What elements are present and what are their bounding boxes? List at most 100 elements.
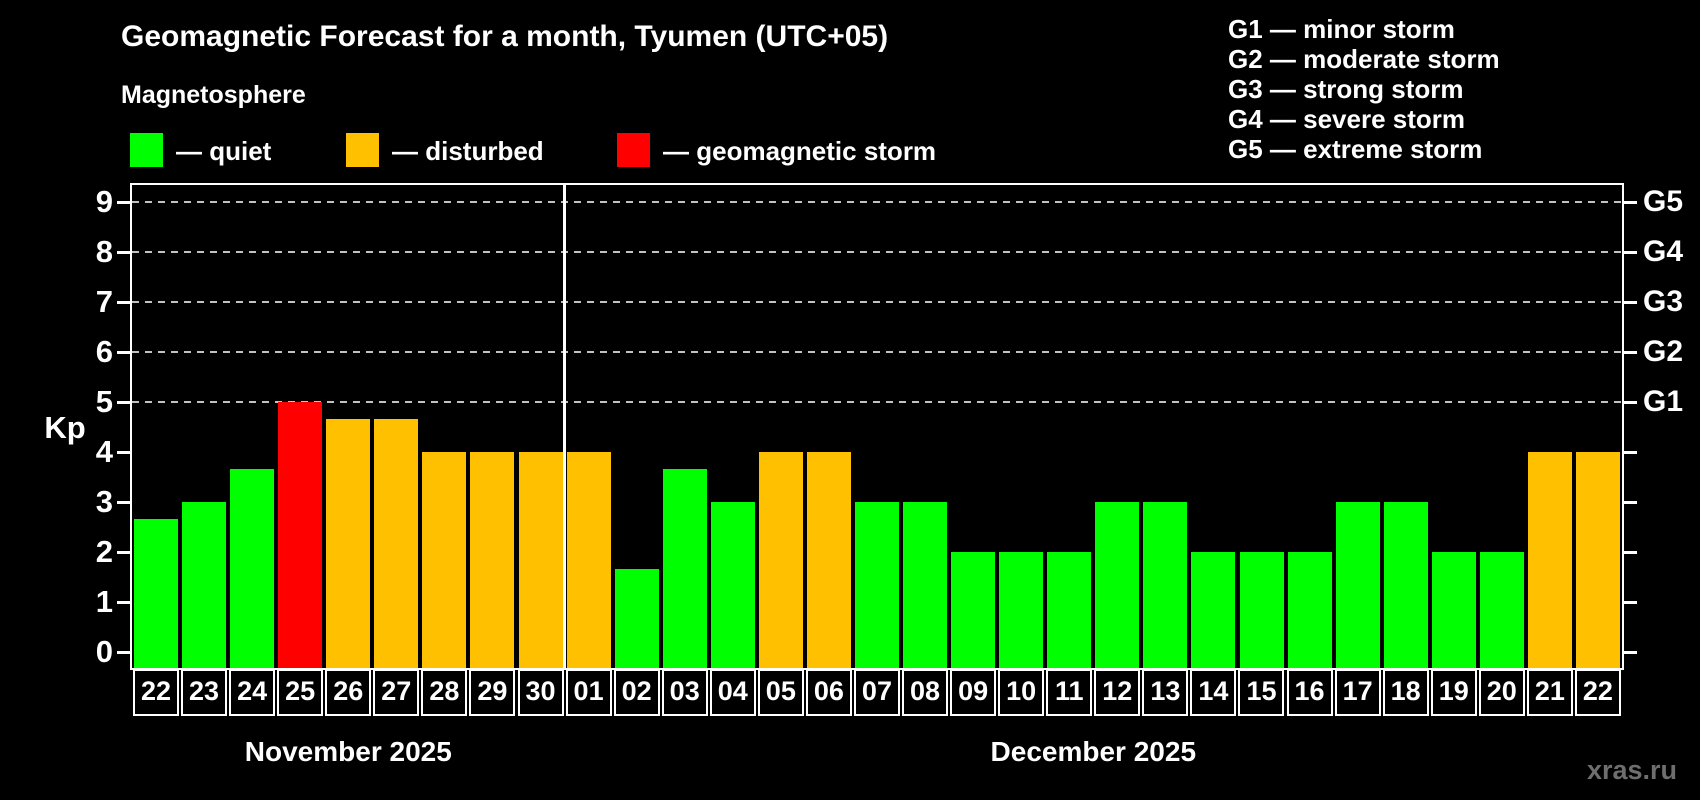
kp-bar-02 <box>614 568 659 668</box>
quiet-color-swatch-icon <box>130 133 163 167</box>
day-label: 08 <box>902 669 949 716</box>
right-axis-label-g3: G3 <box>1643 285 1684 318</box>
right-axis-label-g2: G2 <box>1643 335 1684 368</box>
y-axis-tick-label: 9 <box>95 184 113 219</box>
day-label: 16 <box>1286 669 1333 716</box>
kp-bar-14 <box>1191 552 1236 668</box>
y-axis-tick-right <box>1624 651 1637 654</box>
day-label: 13 <box>1142 669 1189 716</box>
day-label: 22 <box>1574 669 1621 716</box>
kp-bar-06 <box>806 452 851 668</box>
subtitle-magnetosphere: Magnetosphere <box>121 81 306 109</box>
y-axis-tick-left <box>117 451 130 454</box>
page-title: Geomagnetic Forecast for a month, Tyumen… <box>121 20 889 53</box>
legend-label-disturbed: — disturbed <box>392 136 544 166</box>
kp-bar-17 <box>1335 502 1380 668</box>
y-axis-tick-label: 4 <box>95 434 113 469</box>
y-axis-tick-label: 2 <box>95 534 113 569</box>
day-label: 18 <box>1382 669 1429 716</box>
disturbed-color-swatch-icon <box>346 133 379 167</box>
day-label: 02 <box>613 669 660 716</box>
day-label: 07 <box>853 669 900 716</box>
kp-bar-16 <box>1287 552 1332 668</box>
y-axis-tick-label: 0 <box>95 634 113 669</box>
kp-bar-19 <box>1431 552 1476 668</box>
kp-bar-27 <box>374 418 419 668</box>
kp-bar-18 <box>1383 502 1428 668</box>
day-label: 15 <box>1238 669 1285 716</box>
day-label: 24 <box>229 669 276 716</box>
day-label: 06 <box>805 669 852 716</box>
storm-legend-g2: G2 — moderate storm <box>1228 44 1500 74</box>
kp-bar-28 <box>422 452 467 668</box>
kp-bar-25 <box>278 402 323 668</box>
day-label: 01 <box>565 669 612 716</box>
day-label: 29 <box>469 669 516 716</box>
day-label: 22 <box>133 669 179 716</box>
y-axis-tick-right <box>1624 201 1637 204</box>
month-label-december: December 2025 <box>990 736 1197 767</box>
day-label: 03 <box>661 669 708 716</box>
gridline-kp7 <box>132 301 1622 303</box>
y-axis-tick-right <box>1624 451 1637 454</box>
right-axis-label-g5: G5 <box>1643 185 1684 218</box>
y-axis-tick-right <box>1624 401 1637 404</box>
kp-bar-23 <box>182 502 227 668</box>
y-axis-tick-label: 3 <box>95 484 113 519</box>
gridline-kp9 <box>132 201 1622 203</box>
kp-bar-05 <box>758 452 803 668</box>
kp-bar-01 <box>566 452 611 668</box>
y-axis-tick-right <box>1624 251 1637 254</box>
day-label: 27 <box>373 669 420 716</box>
legend-label-quiet: — quiet <box>176 136 272 166</box>
y-axis-tick-right <box>1624 501 1637 504</box>
y-axis-tick-left <box>117 351 130 354</box>
y-axis-tick-label: 1 <box>95 584 113 619</box>
kp-bar-29 <box>470 452 515 668</box>
kp-bar-20 <box>1479 552 1524 668</box>
day-label: 23 <box>181 669 228 716</box>
storm-legend-g3: G3 — strong storm <box>1228 74 1464 104</box>
kp-bar-15 <box>1239 552 1284 668</box>
storm-legend-g5: G5 — extreme storm <box>1228 134 1483 164</box>
day-label: 12 <box>1094 669 1141 716</box>
day-label: 21 <box>1526 669 1573 716</box>
day-label: 14 <box>1190 669 1237 716</box>
y-axis-tick-right <box>1624 351 1637 354</box>
kp-bar-11 <box>1047 552 1092 668</box>
y-axis-tick-left <box>117 401 130 404</box>
kp-bar-22 <box>1575 452 1620 668</box>
kp-bar-04 <box>710 502 755 668</box>
day-label: 26 <box>325 669 372 716</box>
storm-legend-g4: G4 — severe storm <box>1228 104 1466 134</box>
y-axis-tick-left <box>117 651 130 654</box>
y-axis-tick-right <box>1624 301 1637 304</box>
y-axis-tick-left <box>117 251 130 254</box>
day-label: 28 <box>421 669 468 716</box>
y-axis-tick-label: 8 <box>95 234 113 269</box>
storm-color-swatch-icon <box>617 133 650 167</box>
kp-bar-24 <box>230 468 275 668</box>
watermark: xras.ru <box>1586 755 1677 785</box>
kp-bar-07 <box>855 502 899 668</box>
kp-bar-21 <box>1527 452 1572 668</box>
day-label: 04 <box>709 669 756 716</box>
kp-bar-09 <box>951 552 996 668</box>
day-label: 11 <box>1046 669 1093 716</box>
day-label: 30 <box>517 669 564 716</box>
y-axis-tick-left <box>117 301 130 304</box>
y-axis-tick-label: 6 <box>95 334 113 369</box>
day-label: 25 <box>277 669 324 716</box>
kp-bar-30 <box>518 452 563 668</box>
y-axis-tick-right <box>1624 551 1637 554</box>
y-axis-tick-right <box>1624 601 1637 604</box>
y-axis-tick-label: 7 <box>95 284 113 319</box>
kp-bar-10 <box>999 552 1044 668</box>
y-axis-tick-label: 5 <box>95 384 113 419</box>
storm-legend-g1: G1 — minor storm <box>1228 14 1455 44</box>
y-axis-tick-left <box>117 501 130 504</box>
day-label: 20 <box>1478 669 1525 716</box>
gridline-kp5 <box>132 401 1622 403</box>
y-axis-tick-left <box>117 201 130 204</box>
